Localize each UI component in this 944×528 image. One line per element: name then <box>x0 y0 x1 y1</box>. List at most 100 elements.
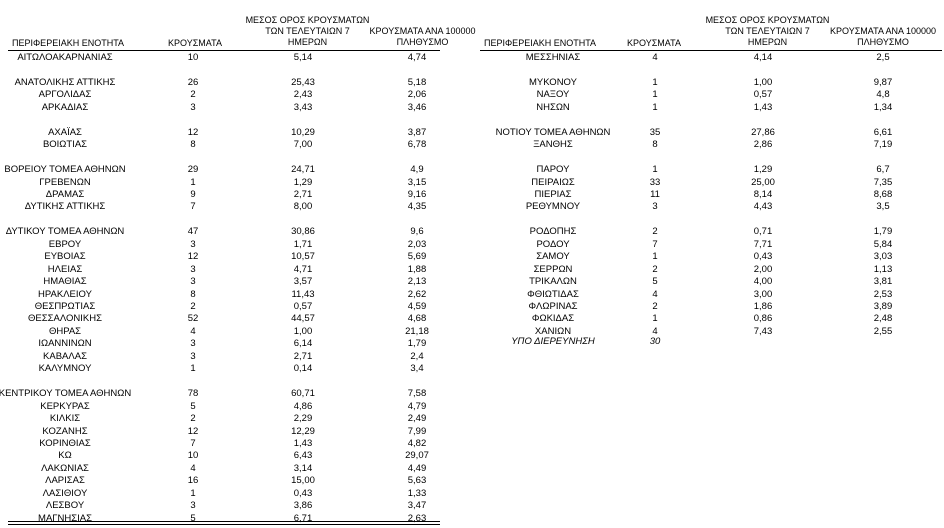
avg-cell: 0,43 <box>293 487 313 499</box>
avg-cell: 25,43 <box>291 76 315 88</box>
table-row: ΕΥΒΟΙΑΣ 12 10,57 5,69 <box>0 250 944 263</box>
per100k-cell: 2,53 <box>873 288 893 300</box>
avg-cell: 30,86 <box>291 226 315 238</box>
cases-cell: 12 <box>187 251 199 263</box>
table-row: ΝΟΤΙΟΥ ΤΟΜΕΑ ΑΘΗΝΩΝ 35 27,86 6,61 <box>0 126 944 139</box>
per100k-cell: 2,55 <box>873 325 893 337</box>
per100k-cell: 3,46 <box>407 101 427 113</box>
per100k-cell: 3,47 <box>407 500 427 512</box>
left-header-per100k-line2: ΠΛΗΘΥΣΜΟ <box>396 37 449 47</box>
avg-cell: 44,57 <box>291 313 315 325</box>
per100k-cell: 6,61 <box>873 126 893 138</box>
cases-cell: 1 <box>652 76 658 88</box>
avg-cell: 0,43 <box>753 251 773 263</box>
right-header-per100k-line2: ΠΛΗΘΥΣΜΟ <box>857 37 909 47</box>
region-name-cell: ΜΑΓΝΗΣΙΑΣ <box>38 512 92 524</box>
region-name-cell: ΦΘΙΩΤΙΔΑΣ <box>527 288 579 300</box>
table-row: ΒΟΙΩΤΙΑΣ 8 7,00 6,78 <box>0 138 944 151</box>
region-name-cell: ΔΡΑΜΑΣ <box>45 188 85 200</box>
avg-cell: 10,29 <box>291 126 315 138</box>
cases-cell: 2 <box>190 301 196 312</box>
region-name-cell: ΒΟΙΩΤΙΑΣ <box>42 139 88 151</box>
per100k-cell: 5,84 <box>873 238 893 250</box>
table-row: ΜΕΣΣΗΝΙΑΣ 4 4,14 2,5 <box>0 51 944 64</box>
cases-cell: 4 <box>652 52 658 63</box>
avg-cell: 3,43 <box>293 101 313 113</box>
avg-cell: 3,14 <box>293 462 313 474</box>
cases-cell: 1 <box>652 89 658 101</box>
region-name-cell: ΠΙΕΡΙΑΣ <box>534 188 572 200</box>
region-name-cell: ΚΕΡΚΥΡΑΣ <box>40 400 90 412</box>
cases-cell: 4 <box>190 462 196 474</box>
region-name-cell: ΗΛΕΙΑΣ <box>47 263 83 275</box>
per100k-cell: 5,18 <box>407 76 427 88</box>
table-row: ΚΑΒΑΛΑΣ 3 2,71 2,4 <box>0 350 944 363</box>
avg-cell: 1,43 <box>293 437 313 449</box>
per100k-cell: 9,6 <box>410 226 424 238</box>
region-name-cell: ΑΧΑΪΑΣ <box>48 126 82 138</box>
cases-cell: 26 <box>187 76 199 88</box>
cases-cell: 3 <box>190 276 196 288</box>
table-row: ΧΑΝΙΩΝ 4 7,43 2,55 <box>0 325 944 338</box>
cases-cell: 3 <box>190 500 196 512</box>
cases-cell: 2 <box>190 413 196 425</box>
right-header-cases: ΚΡΟΥΣΜΑΤΑ <box>627 38 681 48</box>
per100k-cell: 4,9 <box>410 164 424 176</box>
avg-cell: 60,71 <box>291 388 315 400</box>
table-row: ΑΙΤΩΛΟΑΚΑΡΝΑΝΙΑΣ 10 5,14 4,74 <box>0 51 944 64</box>
region-name-cell: ΦΩΚΙΔΑΣ <box>531 313 575 325</box>
region-name-cell: ΕΥΒΟΙΑΣ <box>44 251 86 263</box>
table-row: ΦΛΩΡΙΝΑΣ 2 1,86 3,89 <box>0 300 944 313</box>
table-row: ΘΕΣΠΡΩΤΙΑΣ 2 0,57 4,59 <box>0 300 944 313</box>
table-row: ΞΑΝΘΗΣ 8 2,86 7,19 <box>0 138 944 151</box>
region-name-cell: ΔΥΤΙΚΗΣ ΑΤΤΙΚΗΣ <box>24 201 106 213</box>
cases-cell: 5 <box>190 400 196 412</box>
per100k-cell: 2,49 <box>407 413 427 425</box>
note-row: ΥΠΟ ΔΙΕΡΕΥΝΗΣΗ 30 <box>0 335 944 348</box>
avg-cell: 15,00 <box>291 475 315 487</box>
per100k-cell: 7,58 <box>407 388 427 400</box>
per100k-cell: 3,03 <box>873 251 893 263</box>
left-header-per100k-line1: ΚΡΟΥΣΜΑΤΑ ΑΝΑ 100000 <box>369 26 476 36</box>
table-row: ΚΩ 10 6,43 29,07 <box>0 449 944 462</box>
table-row: ΠΕΙΡΑΙΩΣ 33 25,00 7,35 <box>0 176 944 189</box>
region-name-cell: ΠΕΙΡΑΙΩΣ <box>531 176 575 188</box>
region-name-cell: ΒΟΡΕΙΟΥ ΤΟΜΕΑ ΑΘΗΝΩΝ <box>4 164 126 176</box>
avg-cell: 3,86 <box>293 500 313 512</box>
cases-cell: 3 <box>652 201 658 213</box>
cases-cell: 7 <box>190 201 196 213</box>
per100k-cell: 3,5 <box>876 201 890 213</box>
table-row: ΠΑΡΟΥ 1 1,29 6,7 <box>0 163 944 176</box>
region-name-cell: ΛΕΣΒΟΥ <box>45 500 85 512</box>
avg-cell: 0,86 <box>753 313 773 325</box>
table-row: ΡΕΘΥΜΝΟΥ 3 4,43 3,5 <box>0 200 944 213</box>
right-header-avg: ΜΕΣΟΣ ΟΡΟΣ ΚΡΟΥΣΜΑΤΩΝ ΤΩΝ ΤΕΛΕΥΤΑΙΩΝ 7 Η… <box>700 15 835 48</box>
table-row: ΣΕΡΡΩΝ 2 2,00 1,13 <box>0 263 944 276</box>
table-row: ΣΑΜΟΥ 1 0,43 3,03 <box>0 250 944 263</box>
per100k-cell: 2,13 <box>407 276 427 288</box>
cases-cell: 12 <box>187 126 199 138</box>
per100k-cell: 5,69 <box>407 251 427 263</box>
region-name-cell: ΗΡΑΚΛΕΙΟΥ <box>38 288 92 300</box>
per100k-cell: 3,87 <box>407 126 427 138</box>
per100k-cell: 4,35 <box>407 201 427 213</box>
per100k-cell: 1,33 <box>407 487 427 499</box>
region-name-cell: ΛΑΣΙΘΙΟΥ <box>42 487 88 499</box>
table-row: ΜΑΓΝΗΣΙΑΣ 5 6,71 2,63 <box>0 512 944 525</box>
region-name-cell: ΑΡΓΟΛΙΔΑΣ <box>38 89 92 101</box>
table-row: ΘΕΣΣΑΛΟΝΙΚΗΣ 52 44,57 4,68 <box>0 312 944 325</box>
table-row: ΦΘΙΩΤΙΔΑΣ 4 3,00 2,53 <box>0 288 944 301</box>
cases-cell: 4 <box>652 325 658 337</box>
right-header-per100k-line1: ΚΡΟΥΣΜΑΤΑ ΑΝΑ 100000 <box>830 26 936 36</box>
region-name-cell: ΔΥΤΙΚΟΥ ΤΟΜΕΑ ΑΘΗΝΩΝ <box>5 226 125 238</box>
cases-cell: 1 <box>190 487 196 499</box>
per100k-cell: 1,13 <box>873 263 893 275</box>
table-row: ΕΒΡΟΥ 3 1,71 2,03 <box>0 238 944 251</box>
region-name-cell: ΡΟΔΟΥ <box>536 238 570 250</box>
per100k-cell: 3,81 <box>873 276 893 288</box>
region-name-cell: ΛΑΡΙΣΑΣ <box>45 475 85 487</box>
table-row: ΚΟΖΑΝΗΣ 12 12,29 7,99 <box>0 425 944 438</box>
avg-cell: 5,14 <box>293 52 313 63</box>
right-header-avg-line2: ΤΩΝ ΤΕΛΕΥΤΑΙΩΝ 7 <box>725 26 810 36</box>
per100k-cell: 21,18 <box>405 325 429 337</box>
